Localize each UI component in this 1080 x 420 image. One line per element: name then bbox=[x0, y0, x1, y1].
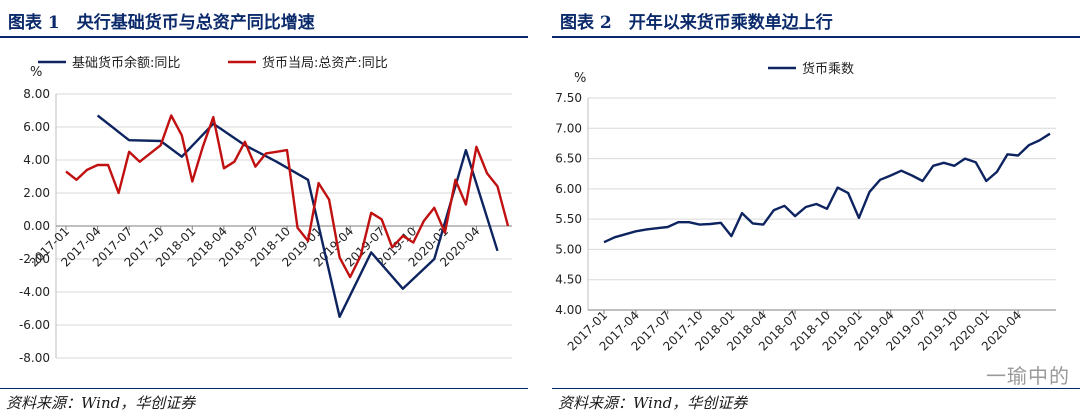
y-tick-label: 2.00 bbox=[23, 186, 50, 200]
y-tick-label: 6.00 bbox=[555, 182, 582, 196]
y-tick-label: -4.00 bbox=[19, 285, 50, 299]
y-tick-label: 4.00 bbox=[23, 153, 50, 167]
y-tick-label: -8.00 bbox=[19, 351, 50, 365]
y-tick-label: 6.50 bbox=[555, 152, 582, 166]
figure-1-panel: 图表 1 央行基础货币与总资产同比增速 % -8.00 -6.00 -4.00 -2.0… bbox=[0, 0, 528, 420]
figure-1-chart: % -8.00 -6.00 -4.00 -2.00 0.00 2.00 4.00 6.00 8.0… bbox=[19, 55, 512, 365]
figure-1-bottom-rule bbox=[0, 388, 528, 389]
figure-2-panel: 图表 2 开年以来货币乘数单边上行 % 4.00 4.50 5.00 5.50 6.00 6… bbox=[552, 0, 1080, 420]
figure-1-source: 资料来源：Wind，华创证券 bbox=[6, 394, 196, 412]
y-tick-label: 5.00 bbox=[555, 242, 582, 256]
series-line-1 bbox=[65, 114, 510, 279]
y-axis-unit-label: % bbox=[574, 71, 586, 86]
series-line-0 bbox=[96, 114, 499, 318]
figure-2-source: 资料来源：Wind，华创证券 bbox=[558, 394, 748, 412]
y-tick-label: 4.00 bbox=[555, 303, 582, 317]
figure-2-title: 图表 2 开年以来货币乘数单边上行 bbox=[560, 13, 833, 33]
figure-1-title: 图表 1 央行基础货币与总资产同比增速 bbox=[8, 13, 315, 33]
y-tick-label: 7.50 bbox=[555, 91, 582, 105]
figure-1-top-rule bbox=[0, 36, 528, 38]
y-tick-label: 4.50 bbox=[555, 273, 582, 287]
y-tick-label: -6.00 bbox=[19, 318, 50, 332]
figure-2-top-rule bbox=[552, 36, 1080, 38]
watermark-text: 一瑜中的 bbox=[986, 364, 1070, 388]
series-line-0 bbox=[603, 132, 1051, 244]
figure-2-bottom-rule bbox=[552, 388, 1080, 389]
y-tick-label: 0.00 bbox=[23, 219, 50, 233]
legend-label-1: 货币当局:总资产:同比 bbox=[262, 55, 388, 71]
y-tick-label: 7.00 bbox=[555, 121, 582, 135]
y-tick-label: 8.00 bbox=[23, 87, 50, 101]
figure-2-chart: %4.004.505.005.506.006.507.007.502017-01… bbox=[555, 61, 1056, 354]
y-tick-label: 5.50 bbox=[555, 212, 582, 226]
legend-label-0: 基础货币余额:同比 bbox=[72, 55, 180, 71]
y-tick-label: -2.00 bbox=[19, 252, 50, 266]
y-axis-unit-label: % bbox=[30, 65, 42, 80]
legend-label-0: 货币乘数 bbox=[802, 61, 854, 77]
y-tick-label: 6.00 bbox=[23, 120, 50, 134]
